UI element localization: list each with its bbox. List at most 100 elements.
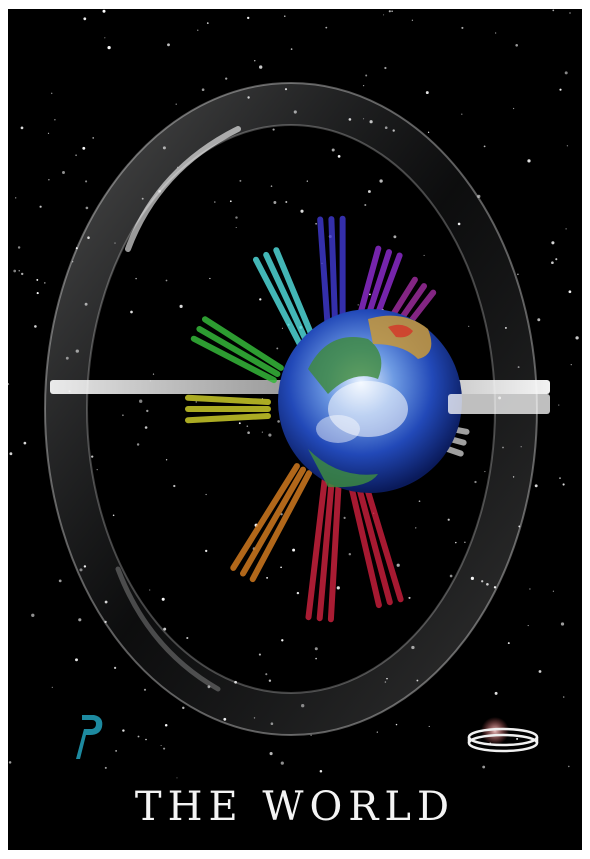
star bbox=[534, 484, 538, 488]
star bbox=[285, 201, 288, 203]
star bbox=[258, 653, 261, 656]
star bbox=[47, 132, 50, 134]
star bbox=[239, 179, 242, 182]
star bbox=[20, 126, 24, 130]
star bbox=[336, 586, 340, 590]
star bbox=[173, 484, 176, 488]
star bbox=[165, 279, 168, 282]
star bbox=[18, 270, 20, 272]
star bbox=[107, 45, 111, 50]
star bbox=[396, 563, 400, 567]
star bbox=[104, 766, 107, 769]
star bbox=[176, 777, 178, 779]
star bbox=[281, 327, 283, 329]
star bbox=[365, 74, 368, 77]
star bbox=[201, 88, 205, 92]
star bbox=[447, 518, 450, 521]
figure bbox=[305, 475, 342, 623]
ringed-planet-icon bbox=[467, 717, 539, 753]
star bbox=[367, 190, 371, 193]
star bbox=[146, 409, 149, 413]
star bbox=[15, 197, 17, 199]
tarot-card: THE WORLD bbox=[8, 9, 582, 850]
star bbox=[9, 452, 13, 456]
star bbox=[411, 19, 414, 21]
star bbox=[130, 310, 133, 314]
star bbox=[280, 761, 284, 765]
star bbox=[182, 706, 185, 710]
star bbox=[75, 658, 78, 662]
star bbox=[225, 77, 228, 80]
star bbox=[292, 548, 296, 552]
star bbox=[51, 686, 53, 689]
star bbox=[268, 433, 272, 437]
star bbox=[529, 588, 531, 590]
star bbox=[564, 71, 568, 75]
figure bbox=[185, 394, 271, 424]
star bbox=[163, 627, 167, 631]
star bbox=[122, 729, 125, 732]
star bbox=[238, 422, 241, 425]
star bbox=[179, 304, 183, 308]
star bbox=[319, 770, 323, 773]
star bbox=[31, 613, 35, 617]
star bbox=[348, 552, 352, 556]
star bbox=[427, 131, 430, 133]
star bbox=[483, 145, 486, 148]
star bbox=[13, 269, 17, 273]
star bbox=[145, 738, 147, 741]
star bbox=[122, 414, 124, 417]
star bbox=[527, 625, 529, 627]
star bbox=[137, 735, 140, 738]
star bbox=[281, 639, 284, 642]
star bbox=[562, 696, 565, 698]
star bbox=[21, 272, 24, 276]
star bbox=[44, 282, 46, 284]
star bbox=[408, 596, 411, 599]
star bbox=[144, 426, 148, 429]
star bbox=[464, 541, 466, 543]
star bbox=[58, 579, 62, 583]
star bbox=[415, 527, 417, 529]
star bbox=[384, 66, 387, 70]
star bbox=[36, 278, 39, 281]
star bbox=[425, 91, 429, 95]
star bbox=[269, 752, 273, 756]
star bbox=[139, 399, 143, 403]
star bbox=[315, 657, 317, 660]
star bbox=[364, 203, 367, 207]
star bbox=[428, 725, 430, 727]
star bbox=[23, 441, 27, 445]
star bbox=[36, 292, 39, 295]
star bbox=[280, 513, 283, 516]
card-title: THE WORLD bbox=[134, 784, 456, 830]
star bbox=[17, 246, 21, 249]
star bbox=[115, 750, 117, 752]
star bbox=[261, 431, 263, 433]
star bbox=[48, 179, 50, 181]
star bbox=[83, 17, 87, 21]
star bbox=[135, 277, 137, 280]
star bbox=[314, 647, 318, 651]
star bbox=[270, 185, 273, 187]
star bbox=[418, 500, 421, 503]
star bbox=[96, 468, 98, 471]
star bbox=[186, 636, 189, 640]
star bbox=[555, 258, 558, 261]
star bbox=[167, 43, 170, 47]
star bbox=[562, 483, 565, 486]
star bbox=[175, 103, 177, 105]
star bbox=[569, 12, 571, 14]
star bbox=[290, 48, 293, 50]
star bbox=[34, 325, 37, 328]
star bbox=[516, 737, 519, 740]
star bbox=[276, 347, 279, 350]
star bbox=[92, 137, 95, 139]
star bbox=[567, 765, 570, 768]
star bbox=[560, 622, 565, 626]
star bbox=[391, 10, 393, 12]
star bbox=[235, 216, 238, 219]
star bbox=[272, 128, 275, 131]
star bbox=[376, 731, 378, 733]
star bbox=[566, 145, 569, 147]
